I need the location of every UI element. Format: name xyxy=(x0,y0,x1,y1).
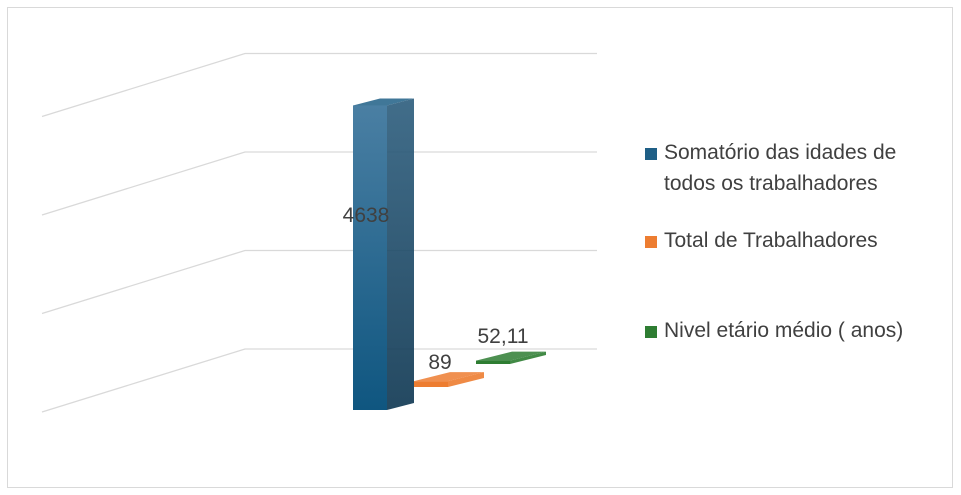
legend-swatch-2 xyxy=(645,326,657,338)
bar-side-2 xyxy=(510,351,546,364)
legend-label-0: Somatório das idades de xyxy=(664,141,896,164)
bar-0 xyxy=(353,105,387,411)
bar-side-1 xyxy=(448,372,484,387)
legend-swatch-0 xyxy=(645,148,657,160)
data-label-2: 52,11 xyxy=(478,325,529,348)
legend-swatch-1 xyxy=(645,236,657,248)
legend: Somatório das idades de todos os trabalha… xyxy=(645,141,903,342)
gridlines xyxy=(41,52,597,413)
gridline xyxy=(41,348,597,413)
bar-top-1 xyxy=(414,372,484,382)
bar-2 xyxy=(476,360,510,364)
legend-label-1: Total de Trabalhadores xyxy=(664,229,878,252)
gridline xyxy=(41,52,597,118)
legend-label-0: todos os trabalhadores xyxy=(664,172,878,195)
bars xyxy=(353,98,546,411)
bar-top-0 xyxy=(353,98,414,106)
gridline xyxy=(41,151,597,216)
bar-top-2 xyxy=(476,351,546,361)
bar-side-0 xyxy=(387,98,414,411)
data-label-1: 89 xyxy=(428,351,451,374)
bar-1 xyxy=(414,381,448,387)
data-label-0: 4638 xyxy=(343,204,390,227)
data-labels: 4638 89 52,11 xyxy=(343,204,529,374)
chart-frame xyxy=(7,7,953,488)
gridline xyxy=(41,249,597,315)
legend-label-2: Nivel etário médio ( anos) xyxy=(664,319,903,342)
